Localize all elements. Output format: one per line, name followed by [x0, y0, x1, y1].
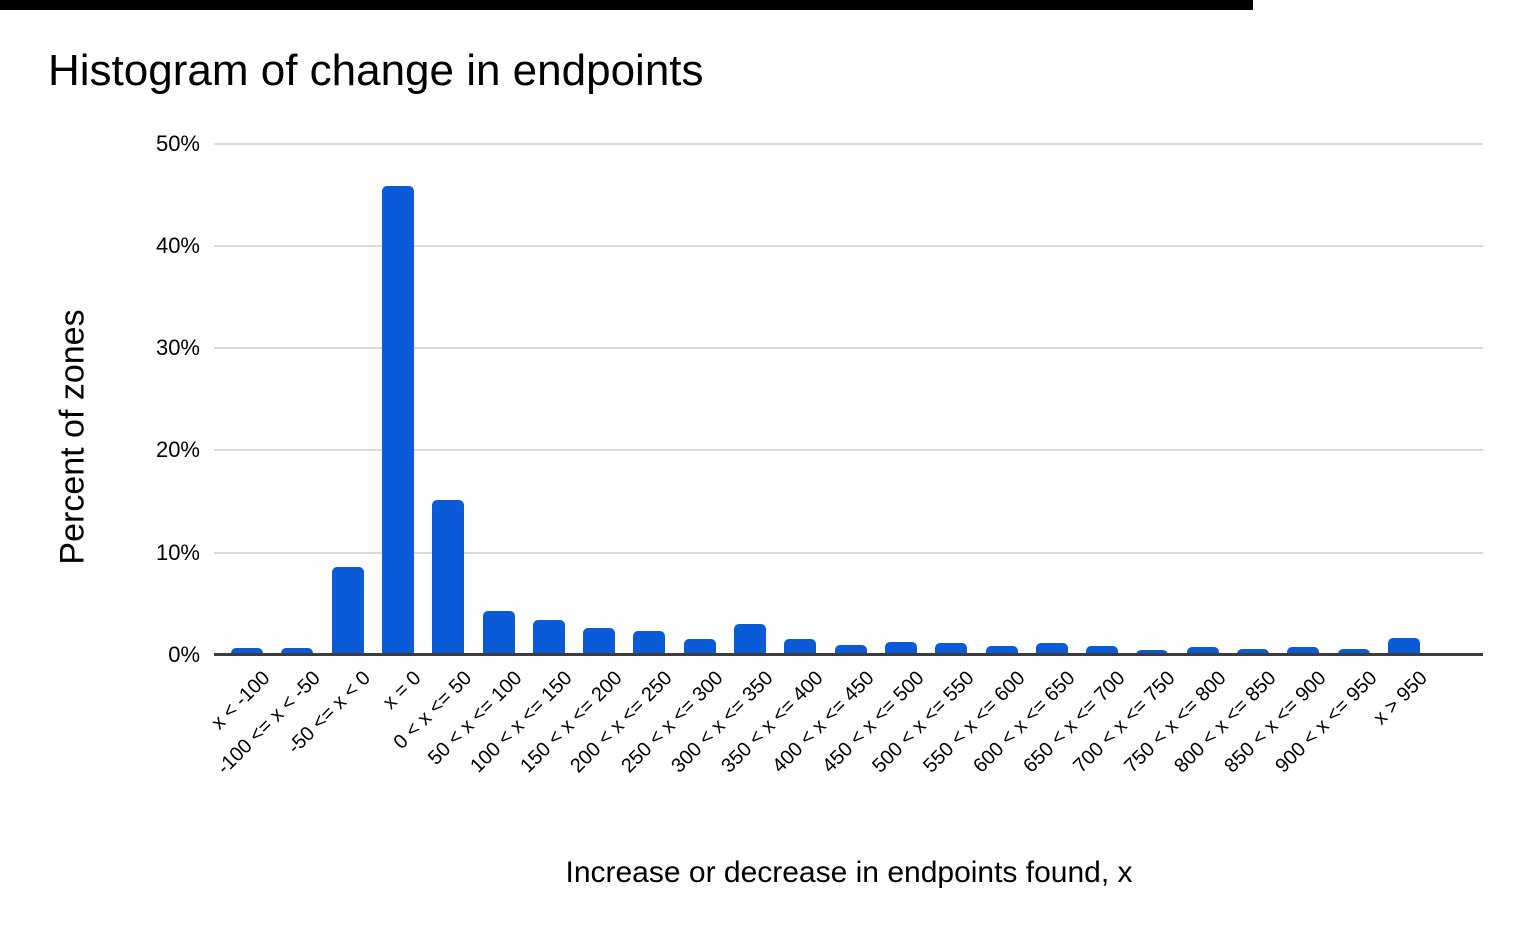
y-tick-label: 40%: [155, 232, 200, 258]
chart-title: Histogram of change in endpoints: [48, 46, 704, 95]
bar-300 < x <= 350[interactable]: [734, 624, 767, 655]
x-tick-label: x > 950: [1369, 667, 1432, 730]
bar-550 < x <= 600[interactable]: [985, 645, 1018, 655]
gridline-10: [214, 551, 1483, 554]
bar-200 < x <= 250[interactable]: [633, 631, 666, 655]
bar-400 < x <= 450[interactable]: [834, 644, 867, 655]
y-tick-label: 20%: [155, 437, 200, 463]
bar-650 < x <= 700[interactable]: [1086, 645, 1119, 655]
gridline-20: [214, 449, 1483, 452]
bar-250 < x <= 300[interactable]: [683, 638, 716, 655]
y-tick-label: 50%: [155, 130, 200, 156]
bar-600 < x <= 650[interactable]: [1035, 642, 1068, 655]
bar-0 < x <= 50[interactable]: [432, 499, 465, 655]
bar--100 <= x < -50[interactable]: [281, 647, 314, 655]
gridline-50: [214, 142, 1483, 145]
bar-500 < x <= 550[interactable]: [935, 642, 968, 655]
y-tick-label: 0%: [168, 642, 200, 667]
bar-800 < x <= 850[interactable]: [1237, 648, 1270, 655]
bar-700 < x <= 750[interactable]: [1136, 649, 1169, 655]
bar-450 < x <= 500[interactable]: [884, 641, 917, 655]
top-black-bar: [0, 0, 1253, 10]
bar-50 < x <= 100[interactable]: [482, 611, 515, 655]
bar-150 < x <= 200[interactable]: [583, 628, 616, 655]
y-tick-label: 30%: [155, 335, 200, 361]
bar-x < -100[interactable]: [231, 647, 263, 655]
bar-100 < x <= 150[interactable]: [532, 620, 565, 655]
bar-x > 950[interactable]: [1387, 637, 1420, 655]
bar--50 <= x < 0[interactable]: [331, 567, 364, 655]
bar-350 < x <= 400[interactable]: [784, 638, 817, 655]
bar-750 < x <= 800[interactable]: [1186, 646, 1219, 655]
y-tick-label: 10%: [155, 539, 200, 565]
bar-x = 0[interactable]: [381, 186, 414, 655]
x-axis-line: [214, 653, 1483, 656]
y-axis-title: Percent of zones: [53, 309, 92, 565]
gridline-30: [214, 347, 1483, 350]
x-axis-title: Increase or decrease in endpoints found,…: [565, 856, 1133, 889]
gridline-40: [214, 244, 1483, 247]
bar-850 < x <= 900[interactable]: [1287, 646, 1320, 655]
bar-900 < x <= 950[interactable]: [1337, 648, 1370, 655]
x-tick-label: x = 0: [378, 667, 426, 714]
